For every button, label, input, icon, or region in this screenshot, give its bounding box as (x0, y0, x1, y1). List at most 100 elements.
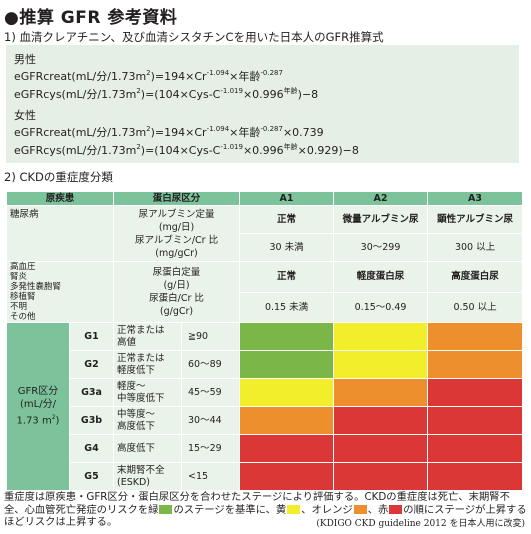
formula-text: ×0.929)−8 (297, 144, 359, 157)
risk-cell-red (333, 406, 429, 435)
gfr-code: G3b (68, 406, 115, 435)
orange-swatch (353, 504, 367, 514)
diabetes-a2-value: 30〜299 (333, 233, 429, 262)
gfr-label-part: GFR区分 (17, 386, 59, 398)
note-text: のステージを基準に、黄 (173, 503, 287, 516)
formula-sup: -0.287 (260, 125, 283, 133)
ckd-severity-table: 原疾患 蛋白尿区分 A1 A2 A3 糖尿病 尿アルブミン定量 (mg/日) 尿… (5, 191, 524, 491)
gfr-description: 軽度〜 中等度低下 (113, 378, 183, 407)
formula-sup: -1.094 (206, 125, 230, 133)
measure-line: (g/日) (163, 280, 190, 291)
measure-line: (mg/gCr) (155, 247, 198, 259)
header-a3: A3 (427, 191, 524, 206)
risk-cell-yellow (333, 350, 429, 379)
gfr-row: GFR区分 (mL/分/1.73 m2) G1 正常または 高値 ≧90 (6, 322, 524, 491)
risk-cell-red (427, 434, 524, 463)
gfr-label-line: 1.73 m2) (7, 411, 69, 427)
other-a1-value: 0.15 未満 (239, 291, 335, 323)
other-a3-value: 0.50 以上 (427, 291, 524, 323)
diabetes-a1-value: 30 未満 (239, 233, 335, 262)
note-text: 、オレンジ (301, 503, 353, 516)
gfr-range: 60〜89 (181, 350, 241, 379)
formula-sup: 2 (136, 87, 141, 95)
male-label: 男性 (14, 53, 36, 66)
formula-text: )−8 (297, 88, 319, 101)
gfr-range: ≧90 (181, 322, 241, 351)
formula-sup: 2 (136, 143, 141, 151)
measure-line: 尿アルブミン定量 (138, 208, 215, 220)
gfr-description-line: 軽度低下 (117, 364, 156, 376)
note-text: 、赤 (367, 503, 389, 516)
measure-line: 尿アルブミン/Cr 比 (134, 234, 219, 246)
formula-sup: -1.019 (220, 87, 243, 95)
gfr-label-part: ) (55, 415, 60, 427)
formula-text: )=(104×Cys-C (140, 144, 221, 157)
male-cys-formula: eGFRcys(mL/分/1.73m2)=(104×Cys-C-1.019×0.… (14, 86, 318, 102)
gfr-description-line: 正常または (117, 324, 165, 336)
disease-line: 多発性嚢胞腎 (10, 282, 62, 292)
gfr-description-line: 軽度〜 (117, 380, 146, 392)
other-a1: 正常 (239, 261, 335, 293)
diabetes-a1: 正常 (239, 205, 335, 234)
female-label: 女性 (14, 109, 36, 122)
gfr-row: G3b 中等度〜 高度低下 30〜44 (7, 406, 524, 435)
gfr-range: 15〜29 (181, 434, 241, 463)
formula-text: )=194×Cr (150, 126, 207, 139)
risk-cell-orange (333, 378, 429, 407)
diabetes-a3-value: 300 以上 (427, 233, 524, 262)
header-a2: A2 (333, 191, 429, 206)
diabetes-a3: 顕性アルブミン尿 (427, 205, 524, 234)
source-citation: (KDIGO CKD guideline 2012 を日本人用に改変) (316, 519, 525, 529)
gfr-label-part: 2 (51, 414, 56, 422)
gfr-description-line: 中等度〜 (117, 408, 156, 420)
formula-text: eGFRcys(mL/分/1.73m (14, 144, 137, 157)
measure-line: (g/gCr) (159, 306, 194, 317)
gfr-code: G1 (68, 322, 115, 351)
risk-cell-orange (427, 322, 524, 351)
gfr-row: G4 高度低下 15〜29 (7, 434, 524, 463)
formula-text: eGFRcys(mL/分/1.73m (14, 88, 137, 101)
formula-text: ×年齢 (229, 70, 261, 83)
gfr-description-line: 正常または (117, 352, 165, 364)
risk-cell-red (239, 462, 335, 491)
disease-line: 腎炎 (10, 272, 28, 282)
gfr-description-line: 高度低下 (117, 420, 156, 432)
formula-text: eGFRcreat(mL/分/1.73m (14, 126, 147, 139)
risk-cell-red (427, 462, 524, 491)
severity-note: 重症度は原疾患・GFR区分・蛋白尿区分を合わせたステージにより評価する。CKDの… (4, 491, 528, 529)
formula-text: )=194×Cr (150, 70, 207, 83)
formula-sup: -0.287 (260, 69, 283, 77)
disease-line: 高血圧 (10, 262, 36, 272)
risk-cell-green (239, 350, 335, 379)
gfr-description: 正常または 高値 (113, 322, 183, 351)
gfr-description: 高度低下 (113, 434, 183, 463)
other-a2-value: 0.15〜0.49 (333, 291, 429, 323)
formula-sup: 年齢 (283, 87, 298, 95)
gfr-category-label: GFR区分 (mL/分/1.73 m2) (6, 322, 70, 491)
gfr-row: G3a 軽度〜 中等度低下 45〜59 (7, 378, 524, 407)
gfr-code: G3a (68, 378, 115, 407)
gfr-description-line: 末期腎不全 (117, 464, 165, 476)
note-text: 重症度は原疾患・GFR区分・蛋白尿区分を合わせたステージにより評価する。CKDの… (4, 491, 510, 516)
gfr-label-part: (mL/分/ (20, 399, 56, 411)
gfr-code: G2 (68, 350, 115, 379)
measure-line: 尿蛋白定量 (152, 267, 201, 278)
gfr-range: 30〜44 (181, 406, 241, 435)
gfr-description: 正常または 軽度低下 (113, 350, 183, 379)
gfr-description-line: 中等度低下 (117, 392, 165, 404)
gfr-label-part: 1.73 m (16, 415, 52, 427)
formula-sup: -1.094 (206, 69, 230, 77)
formula-sup: 2 (146, 69, 151, 77)
other-a3: 高度蛋白尿 (427, 261, 524, 293)
other-a2: 軽度蛋白尿 (333, 261, 429, 293)
yellow-swatch (287, 504, 301, 514)
gfr-range: 45〜59 (181, 378, 241, 407)
formula-sup: 2 (146, 125, 151, 133)
risk-cell-green (239, 322, 335, 351)
header-protein: 蛋白尿区分 (113, 191, 241, 206)
risk-cell-orange (427, 350, 524, 379)
gfr-code: G4 (68, 434, 115, 463)
male-creat-formula: eGFRcreat(mL/分/1.73m2)=194×Cr-1.094×年齢-0… (14, 68, 283, 84)
header-a1: A1 (239, 191, 335, 206)
section-heading-ckd: 2) CKDの重症度分類 (4, 170, 113, 184)
